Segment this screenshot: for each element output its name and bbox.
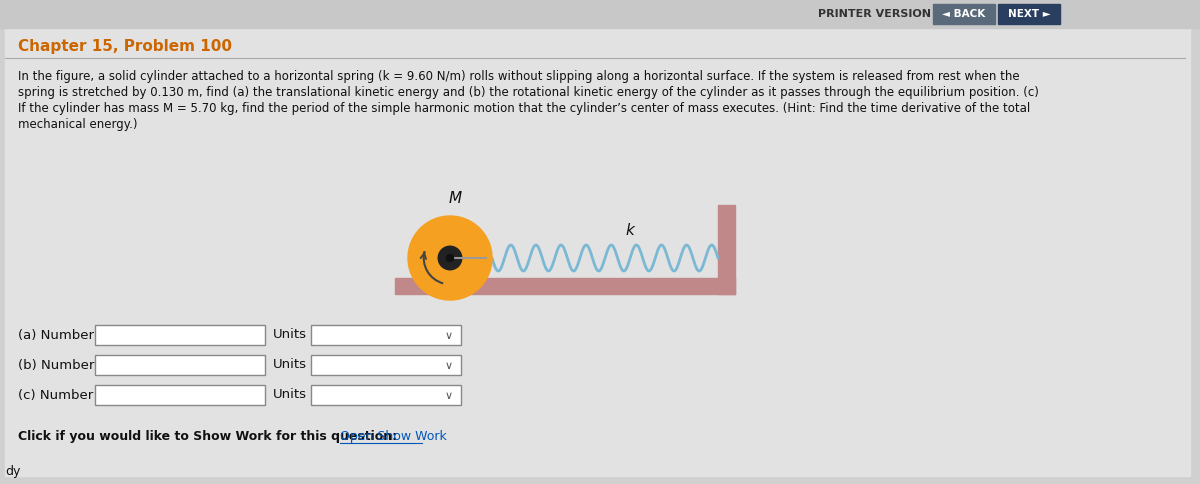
Text: Units: Units [274, 359, 307, 372]
Bar [395, 278, 734, 294]
Text: ∨: ∨ [445, 331, 454, 341]
Bar [311, 325, 461, 345]
Circle shape [438, 246, 462, 270]
Text: Open Show Work: Open Show Work [340, 430, 446, 443]
Bar [95, 355, 265, 375]
Bar [934, 4, 995, 24]
Text: PRINTER VERSION: PRINTER VERSION [818, 9, 931, 19]
Bar [311, 355, 461, 375]
Text: NEXT ►: NEXT ► [1008, 9, 1050, 19]
Text: dy: dy [5, 465, 20, 478]
Text: ∨: ∨ [445, 391, 454, 401]
Text: (a) Number: (a) Number [18, 329, 94, 342]
Text: Click if you would like to Show Work for this question:: Click if you would like to Show Work for… [18, 430, 397, 443]
Text: Units: Units [274, 329, 307, 342]
Text: (c) Number: (c) Number [18, 389, 94, 402]
Text: spring is stretched by 0.130 m, find (a) the translational kinetic energy and (b: spring is stretched by 0.130 m, find (a)… [18, 86, 1039, 99]
Text: M: M [449, 191, 462, 206]
Bar [718, 205, 734, 294]
Bar [95, 385, 265, 405]
Text: (b) Number: (b) Number [18, 359, 95, 372]
Text: ∨: ∨ [445, 361, 454, 371]
Bar [95, 325, 265, 345]
Bar [998, 4, 1060, 24]
Circle shape [408, 216, 492, 300]
Text: If the cylinder has mass M = 5.70 kg, find the period of the simple harmonic mot: If the cylinder has mass M = 5.70 kg, fi… [18, 102, 1031, 115]
Circle shape [446, 255, 454, 261]
Bar [0, 0, 1200, 28]
Text: mechanical energy.): mechanical energy.) [18, 118, 138, 131]
Text: k: k [625, 223, 635, 238]
Text: Chapter 15, Problem 100: Chapter 15, Problem 100 [18, 39, 232, 54]
Bar [311, 385, 461, 405]
Text: In the figure, a solid cylinder attached to a horizontal spring (k = 9.60 N/m) r: In the figure, a solid cylinder attached… [18, 70, 1020, 83]
Text: Units: Units [274, 389, 307, 402]
Text: ◄ BACK: ◄ BACK [942, 9, 985, 19]
